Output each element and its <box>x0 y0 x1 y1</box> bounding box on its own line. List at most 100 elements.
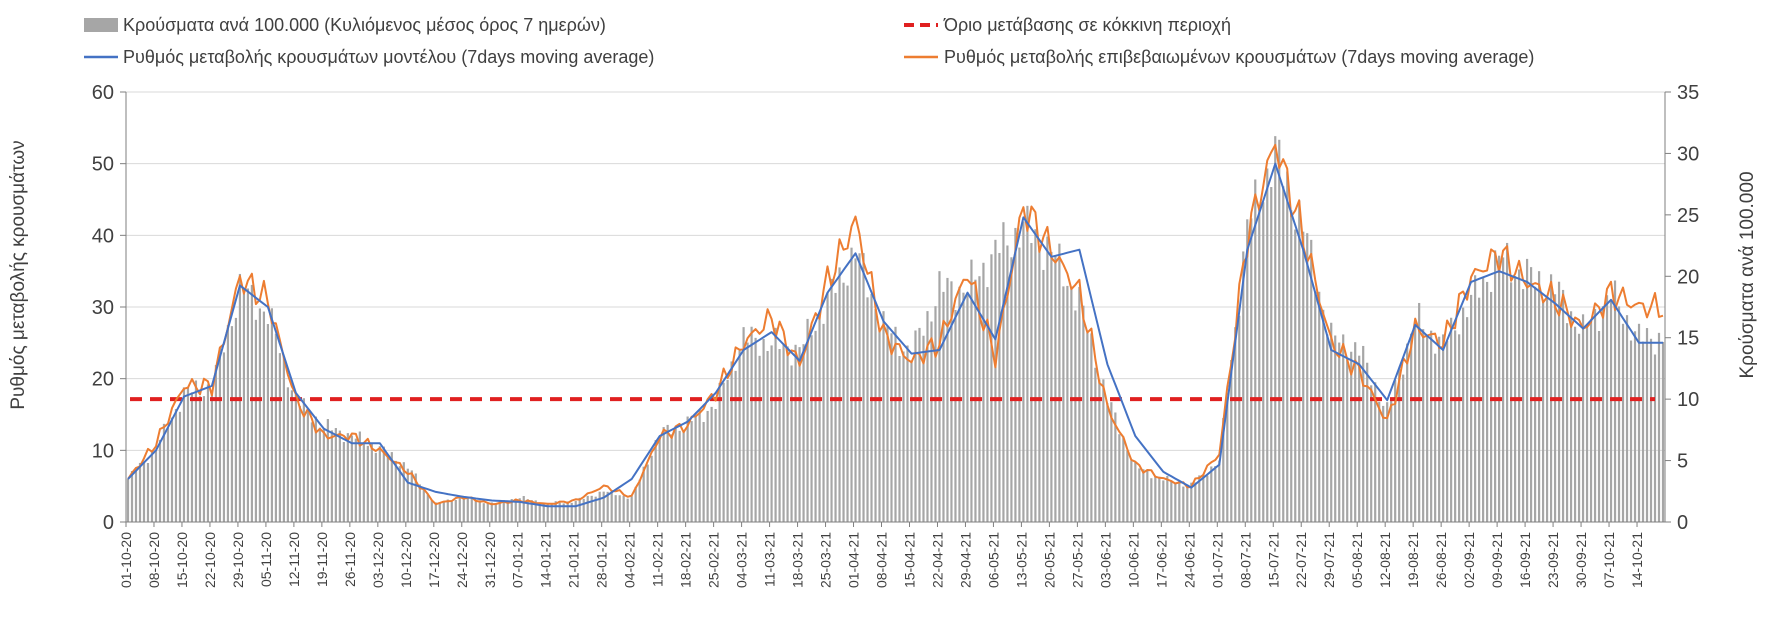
bar <box>1565 323 1569 522</box>
bar <box>554 501 557 522</box>
bar <box>474 500 477 522</box>
bar <box>946 277 949 522</box>
bar <box>170 417 174 522</box>
x-tick-label: 29-04-21 <box>957 532 973 588</box>
bar <box>1306 233 1309 523</box>
bar <box>1166 475 1169 522</box>
bar <box>1070 286 1073 522</box>
bar <box>534 500 537 522</box>
bar <box>1090 333 1093 522</box>
bar <box>678 430 681 522</box>
bar <box>674 426 677 522</box>
bar <box>418 484 421 522</box>
y-right-tick-label: 25 <box>1677 205 1699 227</box>
bar <box>530 500 533 522</box>
bar <box>810 335 813 522</box>
bar <box>326 419 329 522</box>
bar <box>538 503 541 522</box>
bar <box>774 327 777 522</box>
bar <box>566 501 569 522</box>
bar <box>866 297 869 522</box>
bar <box>546 502 549 522</box>
bar <box>450 501 453 522</box>
bar <box>1641 341 1645 522</box>
bar <box>1430 330 1433 522</box>
bar <box>222 352 226 522</box>
x-tick-label: 11-03-21 <box>762 532 778 587</box>
bar <box>358 431 361 522</box>
bar <box>1162 480 1165 522</box>
bar <box>514 498 517 522</box>
bar <box>694 415 697 522</box>
x-tick-label: 19-08-21 <box>1405 532 1421 588</box>
bar <box>786 346 789 522</box>
bar <box>1198 475 1201 522</box>
bar <box>1585 326 1589 522</box>
bar <box>902 351 905 522</box>
y-right-tick-label: 0 <box>1677 512 1688 534</box>
y-right-tick-label: 10 <box>1677 389 1699 411</box>
bar <box>270 308 274 522</box>
bar <box>1645 328 1649 522</box>
y-axis-right-title: Κρούσματα ανά 100.000 <box>1737 171 1758 378</box>
y-left-tick-label: 40 <box>92 225 114 247</box>
bar <box>1274 136 1277 522</box>
y-left-tick-label: 20 <box>92 369 114 391</box>
bar <box>290 390 293 522</box>
bar <box>162 423 166 522</box>
x-tick-label: 04-03-21 <box>734 532 750 588</box>
bar <box>366 445 369 522</box>
bar <box>1082 305 1085 522</box>
bar <box>146 463 150 522</box>
x-tick-label: 08-10-20 <box>146 532 162 588</box>
bar <box>582 498 585 522</box>
bar <box>174 408 178 522</box>
x-tick-label: 16-09-21 <box>1517 532 1533 588</box>
bar <box>1358 355 1361 522</box>
bar <box>166 427 170 522</box>
x-tick-label: 11-02-21 <box>650 532 666 587</box>
x-tick-label: 22-10-20 <box>202 532 218 588</box>
bar <box>470 498 473 522</box>
bar <box>602 491 605 522</box>
bar <box>562 503 565 522</box>
bar <box>574 500 577 522</box>
bar <box>778 349 781 522</box>
bar <box>1442 334 1445 522</box>
bar <box>278 353 281 522</box>
bar <box>1414 322 1417 522</box>
bar <box>1194 482 1197 522</box>
bar <box>1597 330 1601 522</box>
bar <box>430 500 433 522</box>
bar <box>342 442 345 522</box>
bar <box>1629 340 1633 522</box>
bar <box>1146 469 1149 522</box>
x-tick-label: 14-10-21 <box>1629 532 1645 588</box>
bar <box>1150 478 1153 522</box>
bar <box>842 282 845 522</box>
bar <box>334 428 337 522</box>
bar <box>790 365 793 522</box>
bar <box>1022 221 1025 523</box>
bar <box>1010 257 1013 522</box>
bar <box>1613 280 1617 522</box>
bar <box>1230 359 1233 522</box>
bar <box>858 253 861 523</box>
x-tick-label: 06-05-21 <box>985 532 1001 588</box>
x-tick-label: 26-11-20 <box>342 532 358 587</box>
bar <box>1058 243 1061 523</box>
bar <box>230 326 234 522</box>
bar <box>578 497 581 522</box>
bar <box>1573 326 1577 522</box>
bar <box>250 284 254 522</box>
bar <box>1386 402 1389 522</box>
bar <box>1382 405 1385 522</box>
bar <box>374 452 377 522</box>
bar <box>1310 239 1313 522</box>
bar <box>1206 475 1209 522</box>
bar <box>814 330 817 522</box>
bar <box>286 387 289 522</box>
bar <box>686 416 689 522</box>
bar <box>1406 343 1409 522</box>
